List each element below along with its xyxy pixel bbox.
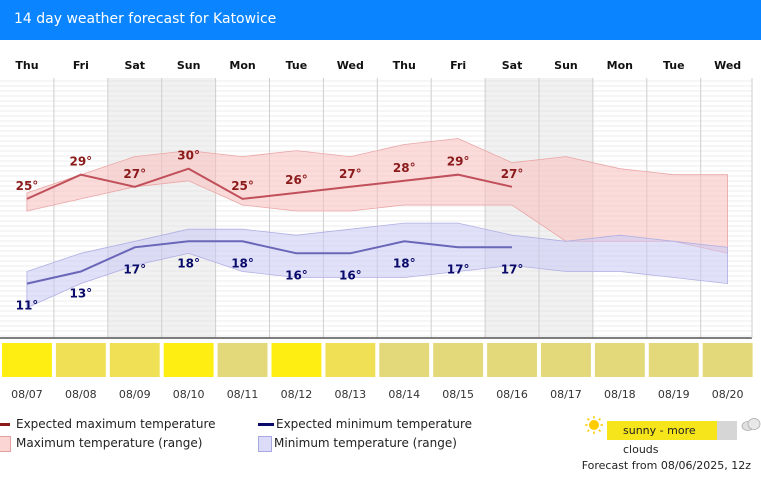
min-temp-line: [26, 240, 512, 285]
min-temp-label: 11°: [16, 299, 39, 313]
date-label: 08/17: [550, 388, 582, 401]
legend-expected-max: Expected maximum temperature: [16, 417, 216, 431]
date-label: 08/10: [173, 388, 205, 401]
min-range-band: [26, 222, 728, 309]
date-label: 08/08: [65, 388, 97, 401]
day-label: Sun: [554, 59, 578, 72]
max-temp-label: 27°: [501, 167, 524, 181]
day-label: Sat: [502, 59, 523, 72]
day-label: Sat: [124, 59, 145, 72]
day-label: Thu: [15, 59, 38, 72]
date-label: 08/15: [442, 388, 474, 401]
legend-min-range: Minimum temperature (range): [274, 436, 457, 450]
max-temp-label: 28°: [393, 161, 416, 175]
max-temp-label: 27°: [339, 167, 362, 181]
date-label: 08/20: [712, 388, 744, 401]
max-temp-line: [26, 167, 513, 200]
weather-box: [109, 343, 160, 377]
min-temp-label: 17°: [501, 262, 524, 276]
date-label: 08/09: [119, 388, 151, 401]
legend-max-line: [0, 423, 10, 426]
min-temp-label: 16°: [285, 268, 308, 282]
weather-box: [702, 343, 753, 377]
date-label: 08/14: [388, 388, 420, 401]
max-temp-label: 25°: [231, 179, 254, 193]
max-temp-label: 26°: [285, 173, 308, 187]
max-temp-label: 30°: [177, 149, 200, 163]
weather-box: [217, 343, 268, 377]
weekend-band: [107, 78, 162, 338]
min-temp-label: 18°: [231, 256, 254, 270]
weather-key: sunny - more clouds: [607, 421, 737, 456]
weather-box: [594, 343, 645, 377]
max-temp-label: 29°: [69, 155, 92, 169]
weather-box: [487, 343, 537, 377]
sun-icon: [585, 416, 603, 434]
day-label: Tue: [286, 59, 308, 72]
weather-box: [271, 343, 322, 377]
forecast-chart: 25° 29° 27° 30° 25° 26° 27° 28° 29° 27° 11° 13° 17° 1…: [0, 59, 753, 401]
legend-min-range-swatch: [258, 436, 272, 452]
day-label: Thu: [393, 59, 416, 72]
max-temp-label: 27°: [123, 167, 146, 181]
legend-max-range-swatch: [0, 436, 11, 452]
legend-min-line: [258, 423, 274, 426]
legend-max-range: Maximum temperature (range): [16, 436, 203, 450]
date-label: 08/13: [334, 388, 366, 401]
forecast-timestamp: Forecast from 08/06/2025, 12z: [581, 459, 751, 472]
day-label: Wed: [337, 59, 364, 72]
weather-box: [433, 343, 484, 377]
page-header: 14 day weather forecast for Katowice: [0, 0, 761, 40]
max-temp-label: 25°: [16, 179, 39, 193]
day-label: Mon: [229, 59, 255, 72]
cloud-icon: [741, 418, 761, 431]
min-temp-label: 18°: [177, 256, 200, 270]
weather-box: [2, 343, 52, 377]
date-label: 08/18: [604, 388, 636, 401]
day-label: Fri: [450, 59, 466, 72]
date-label: 08/07: [11, 388, 43, 401]
weekend-band: [161, 78, 216, 338]
min-temp-label: 17°: [447, 262, 470, 276]
weather-box: [163, 343, 214, 377]
max-temp-label: 29°: [447, 155, 470, 169]
date-label: 08/11: [227, 388, 259, 401]
day-label: Sun: [177, 59, 201, 72]
weather-box: [55, 343, 106, 377]
min-temp-label: 18°: [393, 256, 416, 270]
day-label: Wed: [714, 59, 741, 72]
date-label: 08/19: [658, 388, 690, 401]
weather-box: [379, 343, 430, 377]
date-label: 08/12: [281, 388, 313, 401]
min-temp-label: 16°: [339, 268, 362, 282]
weather-box: [541, 343, 591, 377]
day-label: Mon: [607, 59, 633, 72]
page-title: 14 day weather forecast for Katowice: [14, 11, 277, 27]
day-label: Fri: [73, 59, 89, 72]
min-temp-label: 17°: [123, 262, 146, 276]
day-label: Tue: [663, 59, 685, 72]
weather-box: [648, 343, 699, 377]
min-temp-label: 13°: [69, 286, 92, 300]
weather-box: [325, 343, 376, 377]
date-label: 08/16: [496, 388, 528, 401]
legend-expected-min: Expected minimum temperature: [276, 417, 472, 431]
